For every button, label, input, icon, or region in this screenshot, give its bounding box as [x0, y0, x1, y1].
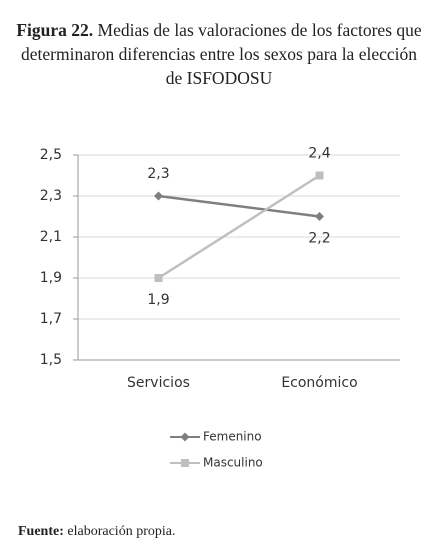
legend-label: Masculino — [203, 456, 263, 470]
data-point — [154, 191, 163, 201]
legend-marker — [181, 459, 189, 467]
data-label: 2,3 — [147, 166, 169, 182]
x-tick-label: Económico — [281, 375, 357, 391]
data-label: 1,9 — [147, 292, 169, 308]
y-tick-label: 1,7 — [40, 311, 62, 327]
legend-label: Femenino — [203, 430, 262, 444]
title-text: Medias de las valoraciones de los factor… — [21, 20, 422, 88]
source-text: elaboración propia. — [67, 524, 176, 539]
data-point — [154, 274, 163, 282]
series-line — [157, 174, 321, 280]
legend-marker — [180, 432, 190, 442]
series-line — [158, 194, 320, 218]
figure-label: Figura 22. — [16, 20, 94, 40]
y-tick-label: 2,5 — [40, 147, 62, 163]
y-tick-label: 1,5 — [40, 352, 62, 368]
figure-title: Figura 22. Medias de las valoraciones de… — [14, 18, 424, 90]
y-tick-label: 2,1 — [40, 229, 62, 245]
data-point — [315, 212, 324, 221]
y-tick-label: 1,9 — [40, 270, 62, 286]
data-point — [315, 171, 324, 180]
x-tick-label: Servicios — [127, 375, 190, 391]
y-tick-label: 2,3 — [40, 188, 62, 204]
source: Fuente: elaboración propia. — [18, 524, 175, 540]
data-label: 2,4 — [308, 146, 330, 162]
chart: 1,5 1,7 1,9 2,1 2,3 2,5 Servicios Económico 2,3 2… — [40, 146, 400, 470]
source-label: Fuente: — [18, 524, 64, 539]
data-label: 2,2 — [308, 231, 330, 247]
